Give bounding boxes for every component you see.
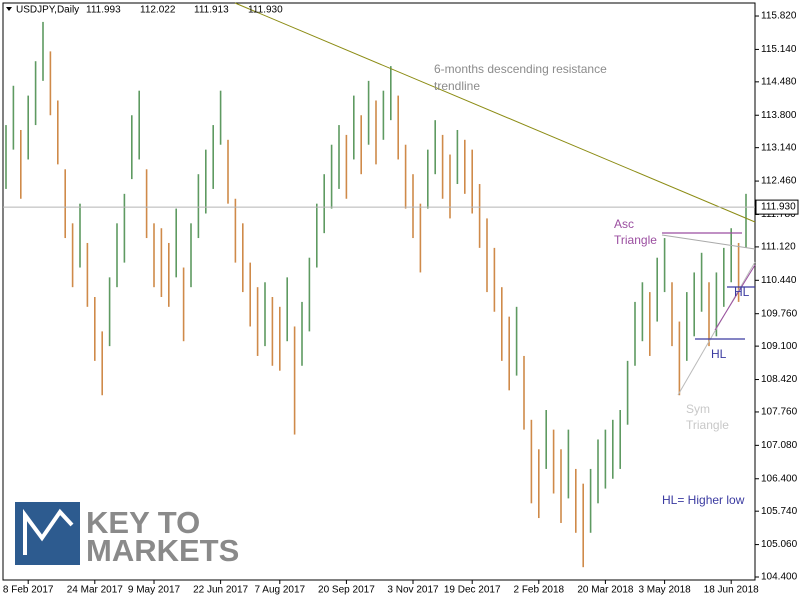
header: USDJPY,Daily 111.993 112.022 111.913 111… — [6, 5, 283, 16]
y-tick-label: 105.060 — [761, 539, 798, 550]
x-tick-label: 3 Nov 2017 — [387, 585, 439, 596]
y-tick-label: 111.780 — [761, 209, 796, 220]
last-price-box — [755, 199, 799, 215]
x-tick-label: 9 May 2017 — [128, 585, 181, 596]
annotation: HL — [711, 347, 727, 361]
y-tick-label: 115.820 — [761, 11, 797, 22]
y-tick-label: 109.100 — [761, 341, 798, 352]
logo-text: KEY TO — [86, 505, 200, 540]
bars — [5, 21, 747, 568]
annotation: HL — [734, 285, 750, 299]
ohlc-low: 111.913 — [194, 5, 229, 16]
x-tick-label: 20 Sep 2017 — [318, 585, 375, 596]
y-tick-label: 109.760 — [761, 308, 798, 319]
y-tick-label: 113.800 — [761, 110, 797, 121]
ohlc-high: 112.022 — [140, 5, 176, 16]
y-tick-label: 104.400 — [761, 572, 798, 583]
y-tick-label: 107.760 — [761, 407, 798, 418]
y-tick-label: 115.140 — [761, 44, 797, 55]
annotation: HL= Higher low — [662, 493, 745, 507]
header-arrow — [6, 7, 12, 11]
annotation: trendline — [434, 79, 480, 93]
y-tick-label: 111.120 — [761, 242, 796, 253]
x-tick-label: 24 Mar 2017 — [67, 585, 124, 596]
y-tick-label: 113.140 — [761, 142, 797, 153]
annotation: 6-months descending resistance — [434, 62, 607, 76]
sym-triangle-top — [661, 234, 756, 250]
annotation: Triangle — [614, 233, 657, 247]
y-tick-label: 107.080 — [761, 440, 798, 451]
logo-text: MARKETS — [86, 533, 239, 568]
x-tick-label: 19 Dec 2017 — [444, 585, 501, 596]
x-tick-label: 7 Aug 2017 — [254, 585, 305, 596]
y-tick-label: 105.740 — [761, 506, 798, 517]
last-price-label: 111.930 — [761, 202, 796, 213]
annotation: Sym — [686, 402, 710, 416]
x-tick-label: 8 Feb 2017 — [3, 585, 54, 596]
asc-triangle-bottom — [714, 264, 756, 331]
resistance-trendline — [234, 2, 756, 223]
y-tick-label: 112.460 — [761, 176, 797, 187]
x-tick-label: 20 Mar 2018 — [577, 585, 634, 596]
y-tick-label: 106.400 — [761, 473, 798, 484]
logo: KEY TO MARKETS — [15, 502, 239, 568]
x-tick-label: 22 Jun 2017 — [193, 585, 248, 596]
y-tick-label: 108.420 — [761, 374, 798, 385]
annotation: Asc — [614, 217, 634, 231]
y-tick-label: 110.440 — [761, 275, 797, 286]
symbol: USDJPY,Daily — [16, 5, 79, 16]
logo-icon — [23, 508, 74, 555]
plot-frame — [2, 2, 756, 581]
ohlc-open: 111.993 — [86, 5, 121, 16]
x-tick-label: 3 May 2018 — [638, 585, 691, 596]
x-tick-label: 18 Jun 2018 — [704, 585, 759, 596]
x-tick-label: 2 Feb 2018 — [513, 585, 564, 596]
annotation: Triangle — [686, 418, 729, 432]
ohlc-close: 111.930 — [248, 5, 283, 16]
y-tick-label: 114.480 — [761, 76, 797, 87]
